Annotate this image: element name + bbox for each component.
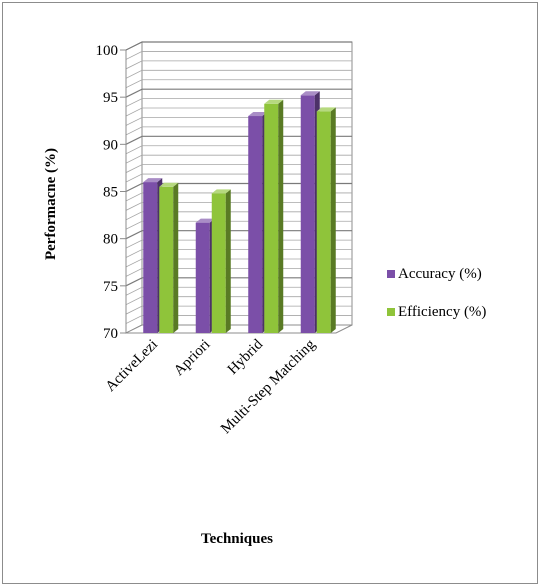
bar-top (211, 189, 231, 194)
bar-front (211, 193, 226, 333)
y-tick-label: 85 (103, 185, 118, 201)
gridline (125, 88, 352, 98)
x-tick-label: Multi-Step Matching (218, 336, 319, 437)
bar-top (248, 112, 268, 117)
bar-top (316, 107, 336, 112)
gridline (125, 69, 352, 79)
legend-label: Accuracy (%) (398, 266, 482, 282)
bar-side (225, 189, 231, 333)
legend-label: Efficiency (%) (398, 304, 486, 320)
legend-swatch (387, 270, 395, 278)
bar-top (143, 178, 163, 183)
bar-side (278, 99, 284, 334)
bar-side (330, 107, 336, 333)
y-tick-label: 90 (103, 137, 118, 153)
y-axis-title: Performacne (%) (43, 148, 59, 260)
gridline (125, 51, 352, 60)
y-tick-label: 75 (103, 279, 118, 295)
gridline (125, 41, 352, 51)
y-tick-label: 100 (96, 43, 119, 59)
bar-front (159, 186, 174, 333)
legend: Accuracy (%) Efficiency (%) (387, 266, 486, 320)
bar-front (143, 182, 158, 333)
x-tick-label: Apriori (171, 337, 214, 380)
bar-side (173, 182, 179, 333)
bar-top (159, 182, 179, 187)
gridline (125, 60, 352, 70)
x-tick-label: Hybrid (225, 336, 267, 378)
bar-efficiency (264, 99, 284, 334)
bar-front (248, 116, 263, 334)
bar-top (195, 218, 215, 223)
x-axis-title: Techniques (201, 531, 273, 547)
bar-front (195, 222, 210, 333)
bar-top (300, 91, 320, 96)
bar-front (316, 111, 331, 333)
legend-swatch (387, 308, 395, 316)
bars (143, 91, 336, 334)
gridline (125, 98, 352, 107)
y-tick-label: 95 (103, 90, 118, 106)
bar-front (300, 95, 315, 333)
y-tick-labels: 70 75 80 85 90 95 100 (96, 43, 126, 342)
bar-front (264, 103, 279, 334)
bar-top (264, 99, 284, 104)
y-tick-label: 80 (103, 232, 118, 248)
bar-efficiency (316, 107, 336, 333)
x-tick-label: ActiveLezi (103, 337, 161, 395)
y-tick-label: 70 (103, 326, 118, 342)
bar-efficiency (211, 189, 231, 333)
gridline (125, 79, 352, 89)
bar-efficiency (159, 182, 179, 333)
